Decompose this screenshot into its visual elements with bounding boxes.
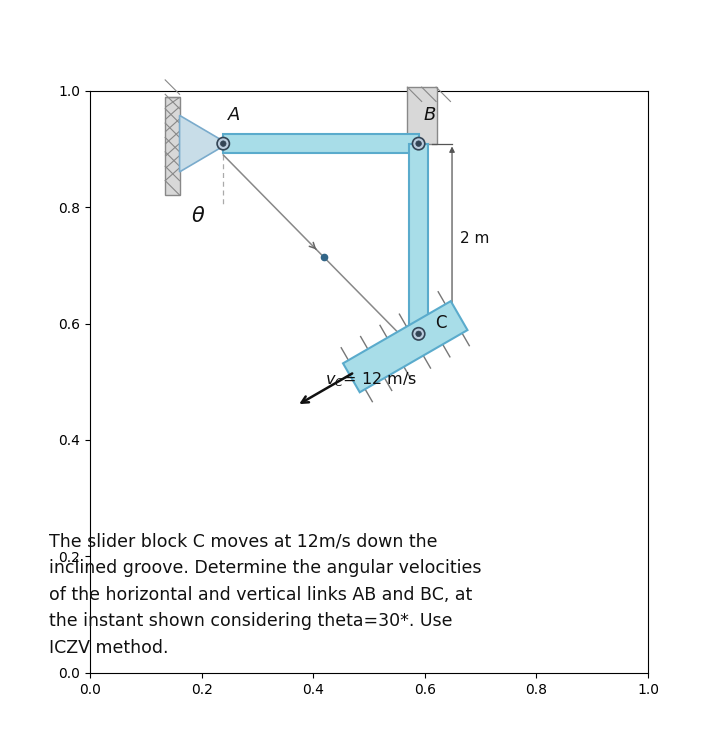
Text: $v_C$= 12 m/s: $v_C$= 12 m/s bbox=[325, 370, 417, 389]
Circle shape bbox=[413, 327, 425, 340]
Text: θ: θ bbox=[192, 206, 204, 225]
Circle shape bbox=[416, 141, 421, 147]
Text: 2 m: 2 m bbox=[460, 231, 489, 246]
Text: A: A bbox=[228, 106, 240, 124]
Circle shape bbox=[413, 138, 425, 150]
Circle shape bbox=[217, 138, 230, 150]
Polygon shape bbox=[410, 144, 428, 334]
Text: The slider block C moves at 12m/s down the
inclined groove. Determine the angula: The slider block C moves at 12m/s down t… bbox=[49, 533, 482, 656]
Polygon shape bbox=[343, 301, 467, 392]
Circle shape bbox=[220, 141, 226, 147]
Text: C: C bbox=[435, 314, 446, 332]
Polygon shape bbox=[223, 135, 418, 153]
Polygon shape bbox=[165, 98, 179, 195]
Text: B: B bbox=[424, 106, 436, 124]
Polygon shape bbox=[179, 116, 223, 172]
Circle shape bbox=[416, 331, 421, 336]
Bar bbox=[408, 87, 436, 144]
